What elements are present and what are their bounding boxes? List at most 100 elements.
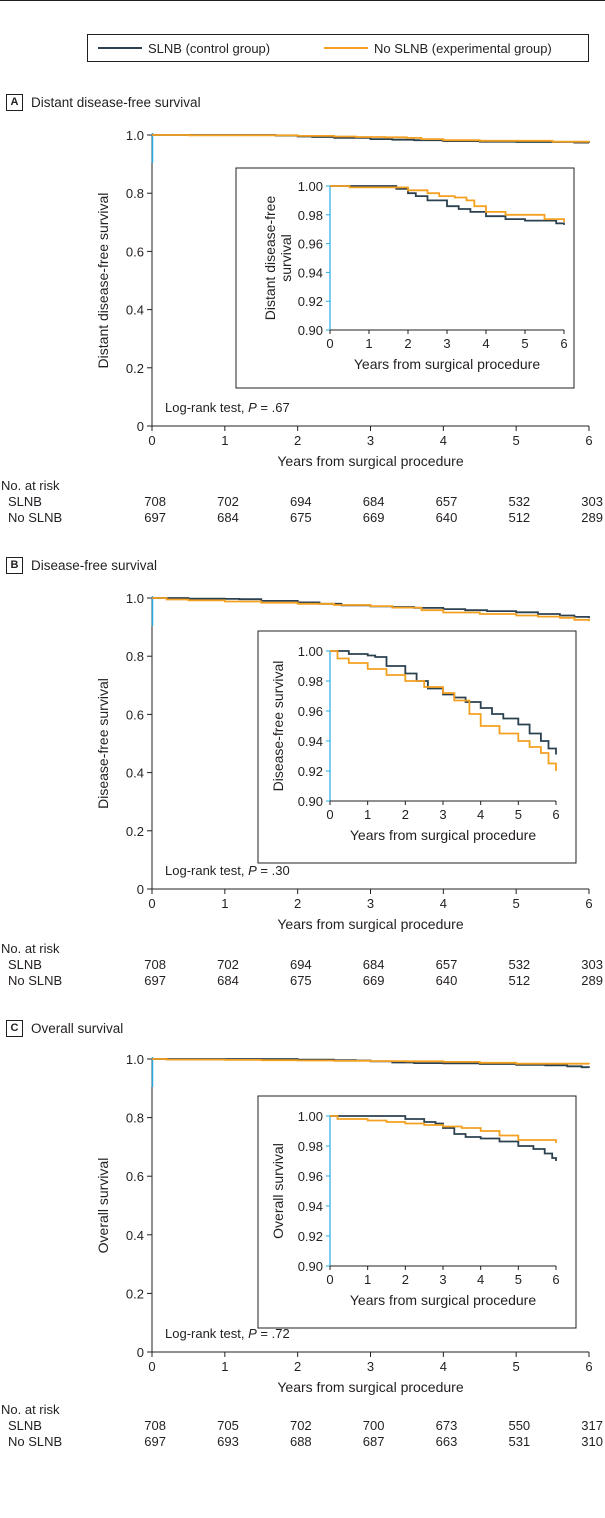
- inset-y-tick-label: 0.96: [298, 704, 323, 719]
- inset-x-tick-label: 4: [477, 1272, 484, 1287]
- at-risk-value: 657: [435, 494, 458, 509]
- inset-y-tick-label: 0.90: [298, 794, 323, 809]
- y-tick-label: 0.4: [126, 766, 144, 781]
- inset-x-tick-label: 2: [402, 1272, 409, 1287]
- top-rule: [0, 0, 605, 1]
- inset-frame: [257, 1095, 577, 1329]
- inset-y-axis-label: Disease-free survival: [270, 661, 286, 792]
- y-tick-label: 0.2: [126, 361, 144, 376]
- inset-y-tick-label: 0.98: [298, 1139, 323, 1154]
- inset-y-tick-label: 0.92: [298, 764, 323, 779]
- y-tick-label: 1.0: [126, 128, 144, 143]
- x-tick-label: 6: [585, 1359, 592, 1374]
- inset-y-tick-label: 0.92: [298, 1229, 323, 1244]
- y-tick-label: 0.8: [126, 1111, 144, 1126]
- panel-c-title-text: Overall survival: [31, 1020, 124, 1036]
- x-axis-label: Years from surgical procedure: [277, 1379, 463, 1395]
- at-risk-value: 708: [144, 957, 166, 972]
- inset-x-tick-label: 0: [326, 807, 333, 822]
- panel-a-title-text: Distant disease-free survival: [31, 94, 201, 110]
- inset-y-axis-label: Overall survival: [270, 1143, 286, 1239]
- log-rank-p-symbol: P: [248, 1326, 257, 1341]
- panel-a-title: A Distant disease-free survival: [6, 92, 201, 112]
- y-tick-label: 0.2: [126, 1286, 144, 1301]
- x-tick-label: 0: [148, 896, 155, 911]
- inset-x-tick-label: 4: [477, 807, 484, 822]
- x-tick-label: 4: [440, 1359, 447, 1374]
- x-axis-label: Years from surgical procedure: [277, 916, 463, 932]
- x-tick-label: 2: [294, 1359, 301, 1374]
- y-tick-label: 0.4: [126, 303, 144, 318]
- x-tick-label: 1: [221, 1359, 228, 1374]
- inset-x-axis-label: Years from surgical procedure: [354, 356, 540, 372]
- x-tick-label: 3: [367, 1359, 374, 1374]
- at-risk-value: 697: [144, 973, 166, 988]
- at-risk-value: 693: [217, 1434, 239, 1449]
- at-risk-value: 289: [581, 973, 603, 988]
- log-rank-annotation: Log-rank test, P = .30: [165, 863, 290, 878]
- x-tick-label: 1: [221, 896, 228, 911]
- y-tick-label: 0.6: [126, 1169, 144, 1184]
- y-tick-label: 0: [137, 1345, 144, 1360]
- at-risk-value: 512: [508, 510, 531, 525]
- y-tick-label: 0.2: [126, 824, 144, 839]
- inset-x-tick-label: 6: [552, 807, 559, 822]
- inset-x-tick-label: 0: [326, 336, 333, 351]
- at-risk-value: 303: [581, 494, 603, 509]
- log-rank-p-symbol: P: [248, 400, 257, 415]
- y-tick-label: 0: [137, 419, 144, 434]
- at-risk-header: No. at risk: [1, 941, 60, 956]
- panel-b-title: B Disease-free survival: [6, 555, 157, 575]
- inset-y-tick-label: 0.94: [298, 1199, 323, 1214]
- at-risk-value: 512: [508, 973, 531, 988]
- x-tick-label: 5: [513, 1359, 520, 1374]
- at-risk-value: 684: [217, 510, 239, 525]
- y-axis-label: Disease-free survival: [95, 678, 111, 809]
- log-rank-annotation: Log-rank test, P = .72: [165, 1326, 290, 1341]
- inset-y-tick-label: 0.90: [298, 1259, 323, 1274]
- panel-b-at-risk-table: No. at risk SLNB 708 702 694 684 657 532 303 No S…: [0, 941, 605, 1001]
- at-risk-value: 697: [144, 1434, 166, 1449]
- inset-frame: [257, 630, 577, 864]
- x-tick-label: 2: [294, 896, 301, 911]
- x-tick-label: 4: [440, 896, 447, 911]
- inset-x-tick-label: 6: [560, 336, 567, 351]
- x-axis-label: Years from surgical procedure: [277, 453, 463, 469]
- at-risk-row-label: SLNB: [8, 494, 42, 509]
- inset-y-tick-label: 0.92: [298, 294, 323, 309]
- inset-x-tick-label: 5: [515, 1272, 522, 1287]
- legend-item-no-slnb: No SLNB (experimental group): [324, 35, 552, 61]
- inset-y-axis-label: Distant disease-free: [262, 196, 278, 321]
- at-risk-value: 697: [144, 510, 166, 525]
- inset-series-line-no-slnb: [330, 1115, 557, 1143]
- at-risk-value: 702: [217, 957, 239, 972]
- at-risk-value: 705: [217, 1418, 239, 1433]
- at-risk-row-label: SLNB: [8, 1418, 42, 1433]
- inset-frame: [235, 167, 575, 389]
- at-risk-value: 532: [508, 957, 531, 972]
- panel-b-title-text: Disease-free survival: [31, 557, 158, 573]
- inset-y-tick-label: 0.96: [298, 1169, 323, 1184]
- at-risk-value: 688: [289, 1434, 312, 1449]
- at-risk-value: 702: [217, 494, 239, 509]
- at-risk-value: 708: [144, 494, 166, 509]
- legend-item-slnb: SLNB (control group): [98, 35, 270, 61]
- inset-x-tick-label: 3: [443, 336, 450, 351]
- y-tick-label: 0.8: [126, 186, 144, 201]
- inset-y-tick-label: 0.94: [298, 734, 323, 749]
- inset-x-tick-label: 1: [365, 336, 372, 351]
- at-risk-value: 684: [362, 957, 385, 972]
- at-risk-value: 702: [289, 1418, 312, 1433]
- panel-a-at-risk-table: No. at risk SLNB 708 702 694 684 657 532 303 No S…: [0, 478, 605, 538]
- series-line-no-slnb: [152, 1058, 590, 1065]
- legend-line-no-slnb: [324, 47, 368, 49]
- at-risk-value: 669: [362, 973, 385, 988]
- inset-series-line-slnb: [330, 1115, 557, 1161]
- x-tick-label: 5: [513, 896, 520, 911]
- log-rank-p-value: = .30: [257, 863, 290, 878]
- inset-x-tick-label: 4: [482, 336, 489, 351]
- x-tick-label: 0: [148, 1359, 155, 1374]
- panel-c-title: C Overall survival: [6, 1018, 123, 1038]
